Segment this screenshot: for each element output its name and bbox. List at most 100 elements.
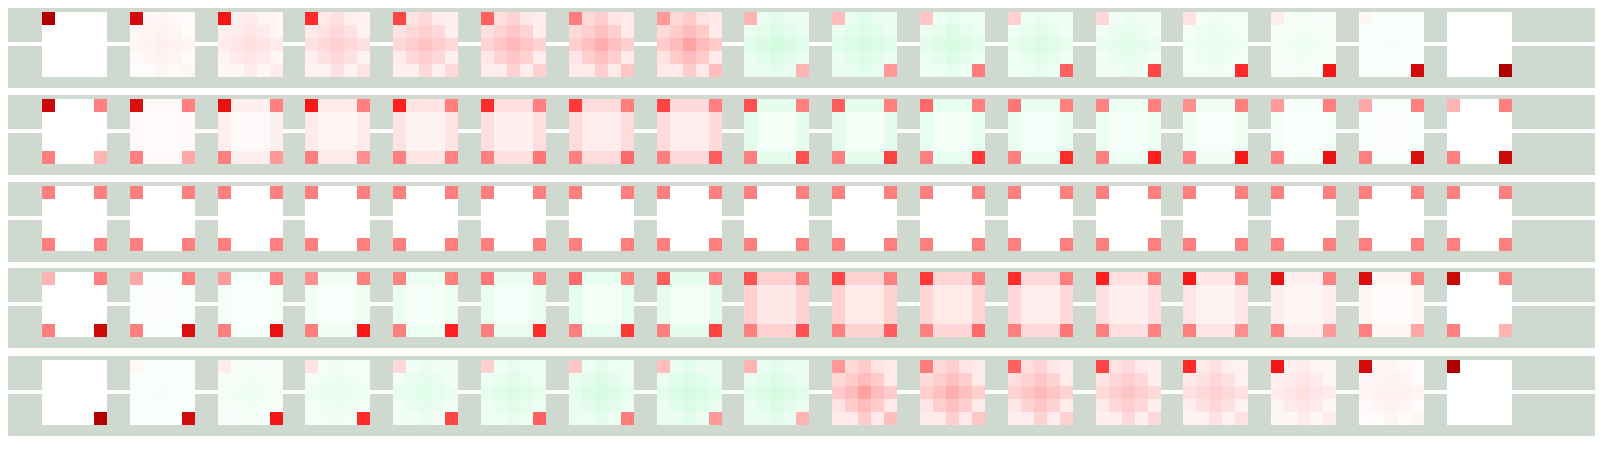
kernel-tile[interactable] <box>218 12 283 77</box>
kernel-tile[interactable] <box>832 12 897 77</box>
kernel-tile[interactable] <box>1096 360 1161 425</box>
kernel-tile[interactable] <box>1008 272 1073 337</box>
kernel-tile[interactable] <box>832 272 897 337</box>
kernel-tile[interactable] <box>569 360 634 425</box>
kernel-tile[interactable] <box>657 272 722 337</box>
kernel-tile[interactable] <box>481 360 546 425</box>
kernel-tile[interactable] <box>657 360 722 425</box>
kernel-tile[interactable] <box>569 12 634 77</box>
kernel-tile[interactable] <box>42 272 107 337</box>
kernel-tile[interactable] <box>1096 12 1161 77</box>
kernel-cell <box>959 225 972 238</box>
kernel-tile[interactable] <box>305 272 370 337</box>
kernel-cell <box>595 38 608 51</box>
kernel-tile[interactable] <box>130 12 195 77</box>
kernel-tile[interactable] <box>569 272 634 337</box>
kernel-tile[interactable] <box>1183 272 1248 337</box>
kernel-tile[interactable] <box>218 272 283 337</box>
kernel-tile[interactable] <box>920 99 985 164</box>
kernel-tile[interactable] <box>1183 186 1248 251</box>
kernel-tile[interactable] <box>832 99 897 164</box>
kernel-cell <box>845 399 858 412</box>
kernel-cell <box>670 373 683 386</box>
kernel-tile[interactable] <box>1008 186 1073 251</box>
kernel-tile[interactable] <box>1096 99 1161 164</box>
kernel-tile[interactable] <box>744 12 809 77</box>
kernel-tile[interactable] <box>1447 186 1512 251</box>
kernel-tile[interactable] <box>920 12 985 77</box>
kernel-tile[interactable] <box>393 360 458 425</box>
kernel-tile[interactable] <box>657 99 722 164</box>
kernel-tile[interactable] <box>42 186 107 251</box>
kernel-tile[interactable] <box>920 186 985 251</box>
kernel-tile[interactable] <box>481 186 546 251</box>
kernel-cell <box>972 199 985 212</box>
kernel-tile[interactable] <box>1447 12 1512 77</box>
kernel-tile[interactable] <box>393 12 458 77</box>
kernel-tile[interactable] <box>218 186 283 251</box>
kernel-tile[interactable] <box>218 99 283 164</box>
kernel-tile[interactable] <box>130 186 195 251</box>
kernel-tile[interactable] <box>305 186 370 251</box>
kernel-cell <box>445 386 458 399</box>
kernel-tile[interactable] <box>42 99 107 164</box>
kernel-cell <box>1222 399 1235 412</box>
kernel-tile[interactable] <box>744 272 809 337</box>
kernel-tile[interactable] <box>1096 186 1161 251</box>
kernel-tile[interactable] <box>393 272 458 337</box>
kernel-cell <box>432 238 445 251</box>
kernel-tile[interactable] <box>1271 12 1336 77</box>
kernel-tile[interactable] <box>1359 99 1424 164</box>
kernel-tile[interactable] <box>1447 99 1512 164</box>
kernel-tile[interactable] <box>1096 272 1161 337</box>
kernel-tile[interactable] <box>1008 99 1073 164</box>
kernel-tile[interactable] <box>130 360 195 425</box>
kernel-tile[interactable] <box>42 12 107 77</box>
kernel-tile[interactable] <box>657 12 722 77</box>
kernel-tile[interactable] <box>305 12 370 77</box>
kernel-tile[interactable] <box>1359 186 1424 251</box>
kernel-cell <box>1235 311 1248 324</box>
kernel-tile[interactable] <box>569 186 634 251</box>
kernel-cell <box>218 324 231 337</box>
kernel-tile[interactable] <box>569 99 634 164</box>
kernel-tile[interactable] <box>130 272 195 337</box>
kernel-tile[interactable] <box>1271 99 1336 164</box>
kernel-cell <box>1473 199 1486 212</box>
kernel-tile[interactable] <box>481 272 546 337</box>
kernel-tile[interactable] <box>1008 12 1073 77</box>
kernel-tile[interactable] <box>130 99 195 164</box>
kernel-tile[interactable] <box>1183 360 1248 425</box>
kernel-tile[interactable] <box>657 186 722 251</box>
kernel-tile[interactable] <box>1008 360 1073 425</box>
kernel-tile[interactable] <box>1359 272 1424 337</box>
kernel-tile[interactable] <box>393 99 458 164</box>
kernel-cell <box>1209 412 1222 425</box>
kernel-cell <box>231 151 244 164</box>
kernel-tile[interactable] <box>305 99 370 164</box>
kernel-tile[interactable] <box>1359 12 1424 77</box>
kernel-tile[interactable] <box>1183 12 1248 77</box>
kernel-tile[interactable] <box>42 360 107 425</box>
kernel-tile[interactable] <box>744 99 809 164</box>
kernel-tile[interactable] <box>481 12 546 77</box>
kernel-tile[interactable] <box>218 360 283 425</box>
kernel-tile[interactable] <box>1447 360 1512 425</box>
kernel-tile[interactable] <box>744 360 809 425</box>
kernel-tile[interactable] <box>1183 99 1248 164</box>
kernel-tile[interactable] <box>832 186 897 251</box>
kernel-cell <box>94 64 107 77</box>
kernel-tile[interactable] <box>1271 186 1336 251</box>
kernel-tile[interactable] <box>1271 360 1336 425</box>
kernel-tile[interactable] <box>481 99 546 164</box>
kernel-tile[interactable] <box>393 186 458 251</box>
kernel-tile[interactable] <box>920 360 985 425</box>
kernel-tile[interactable] <box>920 272 985 337</box>
kernel-tile[interactable] <box>744 186 809 251</box>
kernel-tile[interactable] <box>1447 272 1512 337</box>
kernel-cell <box>871 360 884 373</box>
kernel-tile[interactable] <box>1359 360 1424 425</box>
kernel-tile[interactable] <box>832 360 897 425</box>
kernel-tile[interactable] <box>1271 272 1336 337</box>
kernel-tile[interactable] <box>305 360 370 425</box>
